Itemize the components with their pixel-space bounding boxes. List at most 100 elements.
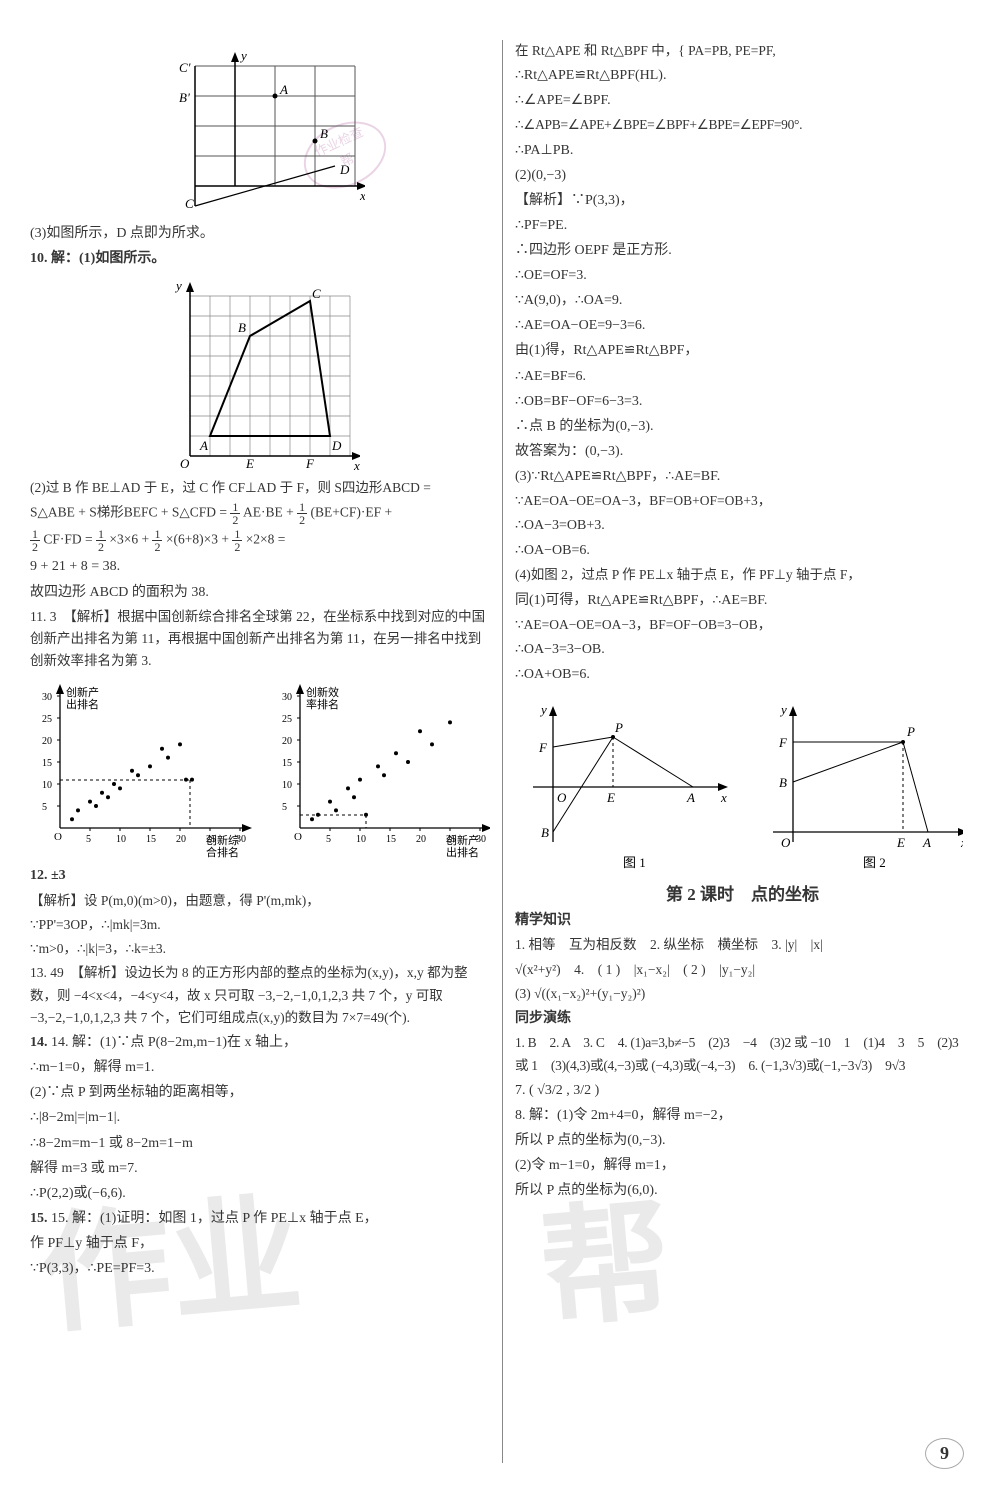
svg-text:E: E: [606, 790, 615, 805]
text-line: ∴Rt△APE≌Rt△BPF(HL).: [515, 64, 970, 87]
text-line: ∴OA+OB=6.: [515, 663, 970, 686]
svg-text:图 1: 图 1: [623, 855, 646, 870]
text-line: ∴8−2m=m−1 或 8−2m=1−m: [30, 1132, 490, 1155]
svg-text:A: A: [686, 790, 695, 805]
svg-text:20: 20: [282, 736, 292, 747]
svg-text:C: C: [312, 286, 321, 301]
svg-text:O: O: [781, 835, 791, 850]
text-line: ∴OA−3=3−OB.: [515, 638, 970, 661]
svg-text:y: y: [539, 702, 547, 717]
frac: 12: [30, 528, 40, 553]
svg-text:A: A: [199, 438, 208, 453]
text-line: ∴P(2,2)或(−6,6).: [30, 1182, 490, 1205]
left-column: y x A B C' B' D C (3)如图所示，D 点即为所求。 10. 解…: [30, 40, 502, 1463]
svg-text:10: 10: [116, 834, 126, 845]
svg-text:y: y: [779, 702, 787, 717]
q-num: 10. 解：(1)如图所示。: [30, 251, 165, 266]
text-line: 1. 相等 互为相反数 2. 纵坐标 横坐标 3. |y| |x|: [515, 934, 970, 956]
ylabel-left: 创新产: [66, 685, 99, 699]
right-column: 在 Rt△APE 和 Rt△BPF 中，{ PA=PB, PE=PF, ∴Rt△…: [502, 40, 970, 1463]
page-number: 9: [925, 1438, 964, 1469]
svg-text:20: 20: [42, 736, 52, 747]
text-line: 故答案为：(0,−3).: [515, 440, 970, 463]
frac: 12: [96, 528, 106, 553]
diagram-grid-1: y x A B C' B' D C: [155, 46, 365, 216]
text-line: (3)如图所示，D 点即为所求。: [30, 222, 490, 245]
svg-text:B': B': [179, 90, 190, 105]
svg-text:20: 20: [176, 834, 186, 845]
svg-text:F: F: [778, 735, 788, 750]
sub-heading: 同步演练: [515, 1007, 970, 1030]
text-line: 10. 解：(1)如图所示。: [30, 247, 490, 270]
svg-text:D: D: [339, 162, 350, 177]
text-line: (3)∵Rt△APE≌Rt△BPF，∴AE=BF.: [515, 465, 970, 488]
text-line: 9 + 21 + 8 = 38.: [30, 555, 490, 578]
svg-text:O: O: [180, 456, 190, 471]
scatter-panels: 5555101010101515151520202020252525253030…: [30, 678, 490, 858]
svg-text:A: A: [922, 835, 931, 850]
text-line: 1. B 2. A 3. C 4. (1)a=3,b≠−5 (2)3 −4 (3…: [515, 1032, 970, 1077]
svg-text:E: E: [245, 456, 254, 471]
svg-text:5: 5: [42, 802, 47, 813]
svg-text:25: 25: [282, 714, 292, 725]
svg-text:P: P: [614, 720, 623, 735]
svg-text:合排名: 合排名: [206, 845, 239, 858]
svg-text:15: 15: [42, 758, 52, 769]
svg-text:x: x: [720, 790, 727, 805]
svg-text:B: B: [320, 126, 328, 141]
svg-text:P: P: [906, 724, 915, 739]
text-line: ∴∠APB=∠APE+∠BPE=∠BPF+∠BPE=∠EPF=90°.: [515, 114, 970, 136]
svg-text:20: 20: [416, 834, 426, 845]
svg-text:率排名: 率排名: [306, 697, 339, 711]
t: ×(6+8)×3 +: [166, 532, 232, 547]
text-line: 故四边形 ABCD 的面积为 38.: [30, 581, 490, 604]
svg-text:出排名: 出排名: [66, 697, 99, 711]
text-line: ∴AE=OA−OE=9−3=6.: [515, 314, 970, 337]
sub-heading: 精学知识: [515, 909, 970, 932]
text-line: 12. ±3: [30, 864, 490, 887]
svg-text:F: F: [305, 456, 315, 471]
t: ×2×8 =: [246, 532, 286, 547]
svg-text:y: y: [239, 48, 247, 63]
text-line: ∴PF=PE.: [515, 214, 970, 237]
svg-text:15: 15: [282, 758, 292, 769]
text-line: (3) √((x₁−x₂)²+(y₁−y₂)²): [515, 983, 970, 1005]
section-title: 第 2 课时 点的坐标: [515, 880, 970, 905]
svg-text:x: x: [960, 835, 963, 850]
t: 12. ±3: [30, 868, 66, 883]
text-line: ∵AE=OA−OE=OA−3，BF=OB+OF=OB+3，: [515, 490, 970, 512]
svg-text:创新产: 创新产: [446, 833, 479, 847]
svg-text:A: A: [279, 82, 288, 97]
text-line: ∴OB=BF−OF=6−3=3.: [515, 390, 970, 413]
diagram-grid-2: y x A B C D O E F: [160, 276, 360, 471]
text-line: 同(1)可得，Rt△APE≌Rt△BPF，∴AE=BF.: [515, 589, 970, 612]
t: 14. 解：(1)∵点 P(8−2m,m−1)在 x 轴上，: [51, 1035, 297, 1050]
text-line: ∴OE=OF=3.: [515, 264, 970, 287]
text-line: ∵PP'=3OP，∴|mk|=3m.: [30, 914, 490, 936]
svg-text:x: x: [353, 458, 360, 471]
text-line: 11. 3 【解析】根据中国创新综合排名全球第 22，在坐标系中找到对应的中国创…: [30, 606, 490, 673]
svg-text:30: 30: [42, 692, 52, 703]
svg-text:图 2: 图 2: [863, 855, 886, 870]
text-line: (2)令 m−1=0，解得 m=1，: [515, 1154, 970, 1177]
two-column-layout: y x A B C' B' D C (3)如图所示，D 点即为所求。 10. 解…: [30, 40, 970, 1463]
svg-text:O: O: [54, 831, 62, 843]
text-line: ∴四边形 OEPF 是正方形.: [515, 239, 970, 262]
svg-text:出排名: 出排名: [446, 845, 479, 858]
text-line: 15. 15. 解：(1)证明：如图 1，过点 P 作 PE⊥x 轴于点 E，: [30, 1207, 490, 1230]
text-line: 12 CF·FD = 12 ×3×6 + 12 ×(6+8)×3 + 12 ×2…: [30, 528, 490, 553]
t: (BE+CF)·EF +: [311, 505, 393, 520]
text-line: 【解析】设 P(m,0)(m>0)，由题意，得 P'(m,mk)，: [30, 890, 490, 912]
text-line: 解得 m=3 或 m=7.: [30, 1157, 490, 1180]
svg-text:30: 30: [282, 692, 292, 703]
svg-text:D: D: [331, 438, 342, 453]
text-line: 14. 14. 解：(1)∵点 P(8−2m,m−1)在 x 轴上，: [30, 1031, 490, 1054]
ylabel-right: 创新效: [306, 685, 339, 699]
text-line: ∵P(3,3)，∴PE=PF=3.: [30, 1257, 490, 1280]
svg-text:O: O: [557, 790, 567, 805]
svg-text:10: 10: [42, 780, 52, 791]
frac: 12: [232, 528, 242, 553]
text-line: ∴点 B 的坐标为(0,−3).: [515, 415, 970, 438]
svg-text:10: 10: [356, 834, 366, 845]
frac: 12: [152, 528, 162, 553]
